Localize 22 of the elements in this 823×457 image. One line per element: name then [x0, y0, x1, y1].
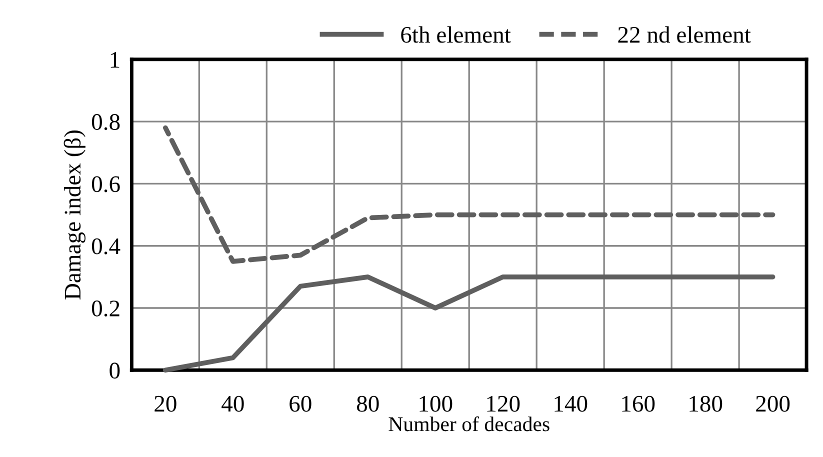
x-tick-label: 100 [420, 396, 452, 412]
x-tick-label: 20 [154, 396, 176, 412]
x-tick-label: 80 [356, 396, 379, 412]
line-series [162, 125, 776, 264]
y-tick-label: 1 [110, 52, 120, 68]
x-tick-label: 120 [487, 396, 520, 412]
y-tick-label: 0.4 [92, 238, 120, 254]
legend-label: 6th element [401, 26, 511, 43]
x-tick-label: 200 [756, 396, 790, 412]
y-tick-label: 0.2 [92, 300, 120, 317]
x-tick-label: 180 [690, 396, 722, 412]
x-tick-label: 160 [622, 396, 655, 412]
y-tick-label: 0.6 [92, 176, 120, 192]
x-tick-label: 60 [290, 396, 312, 412]
x-axis-title: Number of decades [388, 416, 550, 432]
line-series [162, 274, 776, 373]
y-tick-label: 0 [110, 362, 120, 379]
y-tick-label: 0.8 [92, 114, 120, 130]
x-tick-label: 140 [554, 396, 588, 412]
x-tick-label: 40 [222, 396, 244, 412]
legend-label: 22 nd element [618, 26, 751, 43]
y-axis-title: Damage index (β) [64, 130, 86, 300]
